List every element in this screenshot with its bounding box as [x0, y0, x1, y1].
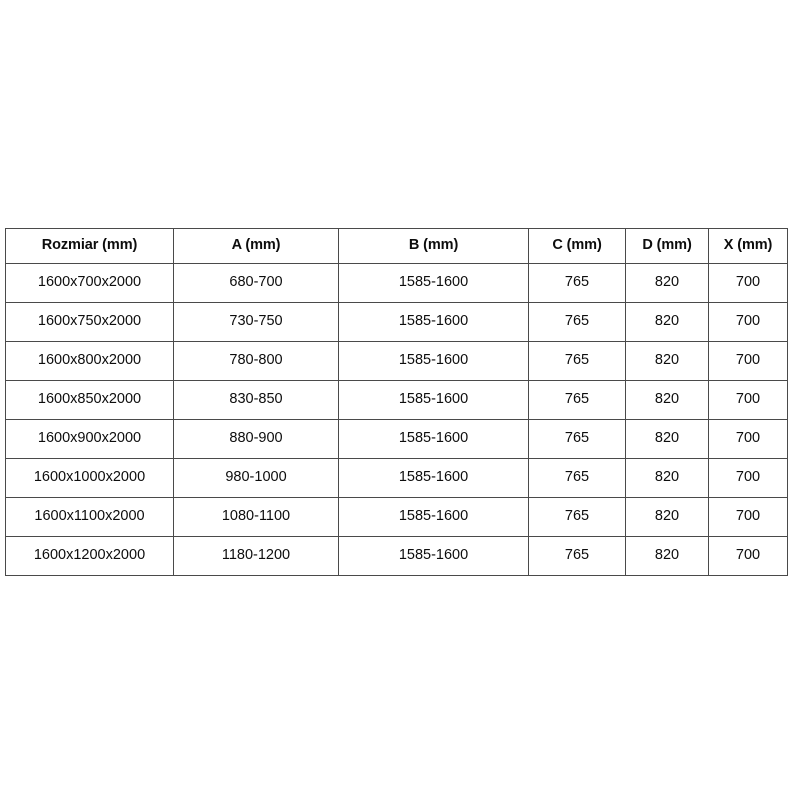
cell-rozmiar: 1600x700x2000 — [5, 263, 174, 303]
cell-x: 700 — [708, 380, 788, 420]
cell-b: 1585-1600 — [338, 536, 529, 576]
cell-rozmiar: 1600x900x2000 — [5, 419, 174, 459]
column-header-rozmiar: Rozmiar (mm) — [5, 228, 174, 264]
cell-d: 820 — [625, 536, 709, 576]
cell-x: 700 — [708, 302, 788, 342]
column-header-d: D (mm) — [625, 228, 709, 264]
cell-c: 765 — [528, 458, 626, 498]
cell-x: 700 — [708, 419, 788, 459]
cell-a: 1080-1100 — [173, 497, 339, 537]
column-header-c: C (mm) — [528, 228, 626, 264]
table-row: 1600x900x2000 880-900 1585-1600 765 820 … — [5, 419, 788, 459]
cell-a: 980-1000 — [173, 458, 339, 498]
cell-c: 765 — [528, 536, 626, 576]
cell-c: 765 — [528, 419, 626, 459]
cell-a: 830-850 — [173, 380, 339, 420]
cell-x: 700 — [708, 263, 788, 303]
table-row: 1600x750x2000 730-750 1585-1600 765 820 … — [5, 302, 788, 342]
cell-c: 765 — [528, 302, 626, 342]
cell-x: 700 — [708, 536, 788, 576]
cell-rozmiar: 1600x1200x2000 — [5, 536, 174, 576]
table-row: 1600x800x2000 780-800 1585-1600 765 820 … — [5, 341, 788, 381]
cell-rozmiar: 1600x750x2000 — [5, 302, 174, 342]
table-row: 1600x850x2000 830-850 1585-1600 765 820 … — [5, 380, 788, 420]
cell-rozmiar: 1600x1100x2000 — [5, 497, 174, 537]
cell-a: 1180-1200 — [173, 536, 339, 576]
cell-d: 820 — [625, 341, 709, 381]
cell-b: 1585-1600 — [338, 419, 529, 459]
cell-c: 765 — [528, 380, 626, 420]
cell-d: 820 — [625, 380, 709, 420]
cell-rozmiar: 1600x1000x2000 — [5, 458, 174, 498]
cell-d: 820 — [625, 458, 709, 498]
dimensions-table-container: Rozmiar (mm) A (mm) B (mm) C (mm) D (mm)… — [5, 228, 788, 576]
table-row: 1600x1100x2000 1080-1100 1585-1600 765 8… — [5, 497, 788, 537]
table-row: 1600x700x2000 680-700 1585-1600 765 820 … — [5, 263, 788, 303]
cell-rozmiar: 1600x800x2000 — [5, 341, 174, 381]
cell-c: 765 — [528, 263, 626, 303]
cell-x: 700 — [708, 458, 788, 498]
cell-a: 780-800 — [173, 341, 339, 381]
cell-a: 680-700 — [173, 263, 339, 303]
cell-b: 1585-1600 — [338, 341, 529, 381]
cell-b: 1585-1600 — [338, 302, 529, 342]
cell-c: 765 — [528, 341, 626, 381]
cell-a: 730-750 — [173, 302, 339, 342]
table-header: Rozmiar (mm) A (mm) B (mm) C (mm) D (mm)… — [5, 228, 788, 264]
cell-d: 820 — [625, 497, 709, 537]
cell-b: 1585-1600 — [338, 497, 529, 537]
column-header-x: X (mm) — [708, 228, 788, 264]
cell-c: 765 — [528, 497, 626, 537]
cell-d: 820 — [625, 302, 709, 342]
cell-d: 820 — [625, 263, 709, 303]
cell-b: 1585-1600 — [338, 263, 529, 303]
cell-x: 700 — [708, 497, 788, 537]
cell-x: 700 — [708, 341, 788, 381]
cell-rozmiar: 1600x850x2000 — [5, 380, 174, 420]
table-row: 1600x1200x2000 1180-1200 1585-1600 765 8… — [5, 536, 788, 576]
column-header-a: A (mm) — [173, 228, 339, 264]
table-row: 1600x1000x2000 980-1000 1585-1600 765 82… — [5, 458, 788, 498]
dimensions-table: Rozmiar (mm) A (mm) B (mm) C (mm) D (mm)… — [5, 228, 788, 576]
cell-a: 880-900 — [173, 419, 339, 459]
cell-b: 1585-1600 — [338, 380, 529, 420]
table-body: 1600x700x2000 680-700 1585-1600 765 820 … — [5, 263, 788, 576]
column-header-b: B (mm) — [338, 228, 529, 264]
cell-d: 820 — [625, 419, 709, 459]
table-header-row: Rozmiar (mm) A (mm) B (mm) C (mm) D (mm)… — [5, 228, 788, 264]
cell-b: 1585-1600 — [338, 458, 529, 498]
